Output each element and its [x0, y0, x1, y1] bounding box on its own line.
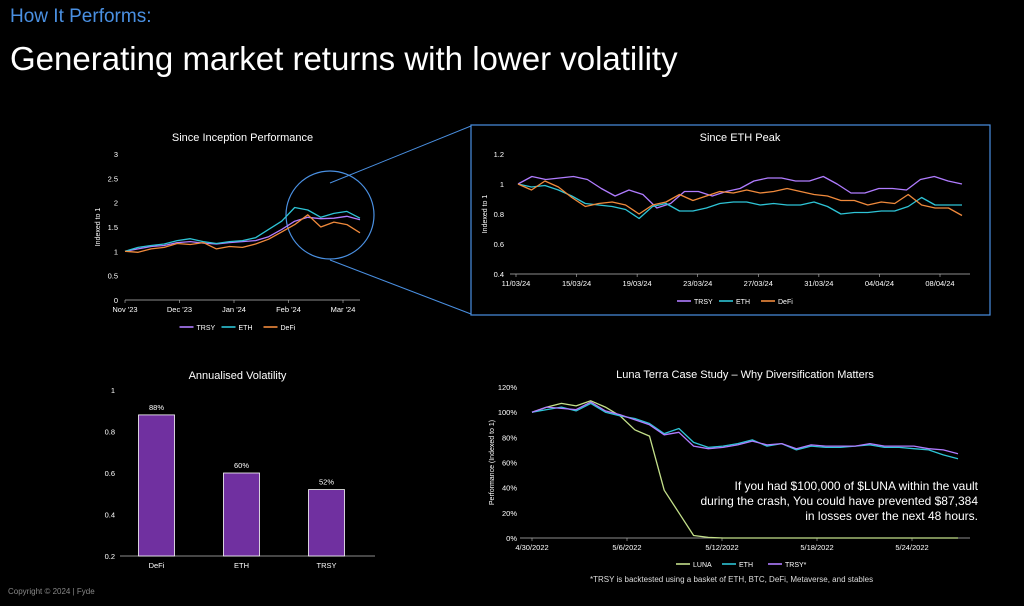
- series-line-eth: [124, 206, 361, 252]
- y-tick-label: 0.5: [108, 272, 118, 281]
- y-tick-label: 0.4: [105, 511, 115, 520]
- bar-value-label: 52%: [319, 478, 334, 487]
- y-tick-label: 0.4: [494, 270, 504, 279]
- y-tick-label: 2: [114, 199, 118, 208]
- series-line-luna: [531, 400, 958, 539]
- legend-label-trsy: TRSY*: [785, 562, 807, 569]
- legend-label-defi: DeFi: [778, 299, 793, 306]
- legend-label-defi: DeFi: [281, 325, 296, 332]
- y-tick-label: 1: [111, 386, 115, 395]
- series-line-eth: [531, 402, 959, 460]
- y-tick-label: 0.6: [105, 469, 115, 478]
- series-line-trsy: [124, 215, 361, 252]
- y-tick-label: 0: [114, 296, 118, 305]
- x-tick-label: ETH: [234, 561, 249, 570]
- y-tick-label: 100%: [498, 408, 518, 417]
- y-tick-label: 3: [114, 150, 118, 159]
- chart-annualised-volatility: Annualised Volatility 0.2 0.4 0.6 0.8 1 88% DeF…: [105, 370, 375, 570]
- series-line-trsy: [517, 175, 963, 209]
- x-tick-label: 11/03/24: [502, 279, 531, 288]
- y-tick-label: 60%: [502, 459, 517, 468]
- x-tick-label: 31/03/24: [804, 279, 833, 288]
- chart-since-eth-peak: Since ETH Peak Indexed to 1 0.4 0.6 0.8 1 1.2 1…: [482, 132, 970, 306]
- x-tick-label: Feb '24: [276, 305, 301, 314]
- y-tick-label: 0%: [506, 534, 517, 543]
- legend-label-eth: ETH: [739, 562, 753, 569]
- x-tick-label: 23/03/24: [683, 279, 712, 288]
- x-tick-label: 5/6/2022: [612, 543, 641, 552]
- x-tick-label: 5/12/2022: [705, 543, 738, 552]
- x-tick-label: 5/18/2022: [800, 543, 833, 552]
- y-tick-label: 0.8: [494, 210, 504, 219]
- x-tick-label: Dec '23: [167, 305, 192, 314]
- y-tick-label: 1: [114, 247, 118, 256]
- bar-value-label: 60%: [234, 461, 249, 470]
- page-title: Generating market returns with lower vol…: [10, 40, 678, 77]
- y-tick-label: 80%: [502, 433, 517, 442]
- chart-luna-terra: Luna Terra Case Study – Why Diversificat…: [489, 369, 970, 569]
- y-axis-label: Indexed to 1: [482, 195, 489, 234]
- trsy-footnote: *TRSY is backtested using a basket of ET…: [590, 575, 874, 584]
- x-tick-label: DeFi: [149, 561, 165, 570]
- x-tick-label: 5/24/2022: [895, 543, 928, 552]
- y-axis-label: Indexed to 1: [95, 208, 102, 247]
- legend-label-trsy: TRSY: [694, 299, 713, 306]
- y-tick-label: 0.6: [494, 240, 504, 249]
- y-axis-label: Performance (Indexed to 1): [489, 420, 496, 505]
- bar-defi: [138, 414, 175, 557]
- x-tick-label: 27/03/24: [744, 279, 773, 288]
- x-tick-label: Nov '23: [112, 305, 137, 314]
- series-line-defi: [124, 214, 361, 253]
- zoom-circle: [285, 170, 375, 260]
- legend-label-luna: LUNA: [693, 562, 712, 569]
- y-tick-label: 0.8: [105, 428, 115, 437]
- x-tick-label: 08/04/24: [925, 279, 954, 288]
- y-tick-label: 120%: [498, 383, 518, 392]
- section-kicker: How It Performs:: [10, 6, 152, 27]
- y-tick-label: 20%: [502, 509, 517, 518]
- x-tick-label: 15/03/24: [562, 279, 591, 288]
- bar-value-label: 88%: [149, 403, 164, 412]
- y-tick-label: 1: [500, 180, 504, 189]
- x-tick-label: Jan '24: [222, 305, 246, 314]
- legend-label-trsy: TRSY: [197, 325, 216, 332]
- legend-label-eth: ETH: [736, 299, 750, 306]
- chart-title: Since Inception Performance: [172, 132, 313, 144]
- x-tick-label: 04/04/24: [865, 279, 894, 288]
- y-tick-label: 40%: [502, 484, 517, 493]
- x-tick-label: Mar '24: [331, 305, 356, 314]
- x-tick-label: 19/03/24: [623, 279, 652, 288]
- bar-trsy: [308, 489, 345, 557]
- chart-title: Since ETH Peak: [700, 132, 781, 144]
- luna-callout-text: If you had $100,000 of $LUNA within the …: [700, 479, 978, 523]
- eth-peak-panel-border: [470, 124, 991, 316]
- zoom-connector-top: [329, 125, 472, 184]
- y-tick-label: 1.2: [494, 150, 504, 159]
- series-line-trsy: [531, 401, 959, 455]
- y-tick-label: 2.5: [108, 174, 118, 183]
- y-tick-label: 0.2: [105, 552, 115, 561]
- x-tick-label: 4/30/2022: [515, 543, 548, 552]
- copyright: Copyright © 2024 | Fyde: [8, 587, 95, 596]
- legend-label-eth: ETH: [239, 325, 253, 332]
- series-line-defi: [517, 180, 963, 217]
- chart-title: Annualised Volatility: [189, 370, 287, 382]
- x-tick-label: TRSY: [316, 561, 336, 570]
- zoom-connector-bottom: [329, 259, 472, 315]
- bar-eth: [223, 472, 260, 557]
- y-tick-label: 1.5: [108, 223, 118, 232]
- chart-since-inception: Since Inception Performance Indexed to 1 0…: [95, 132, 361, 332]
- series-line-eth: [517, 183, 962, 220]
- chart-title: Luna Terra Case Study – Why Diversificat…: [616, 369, 874, 381]
